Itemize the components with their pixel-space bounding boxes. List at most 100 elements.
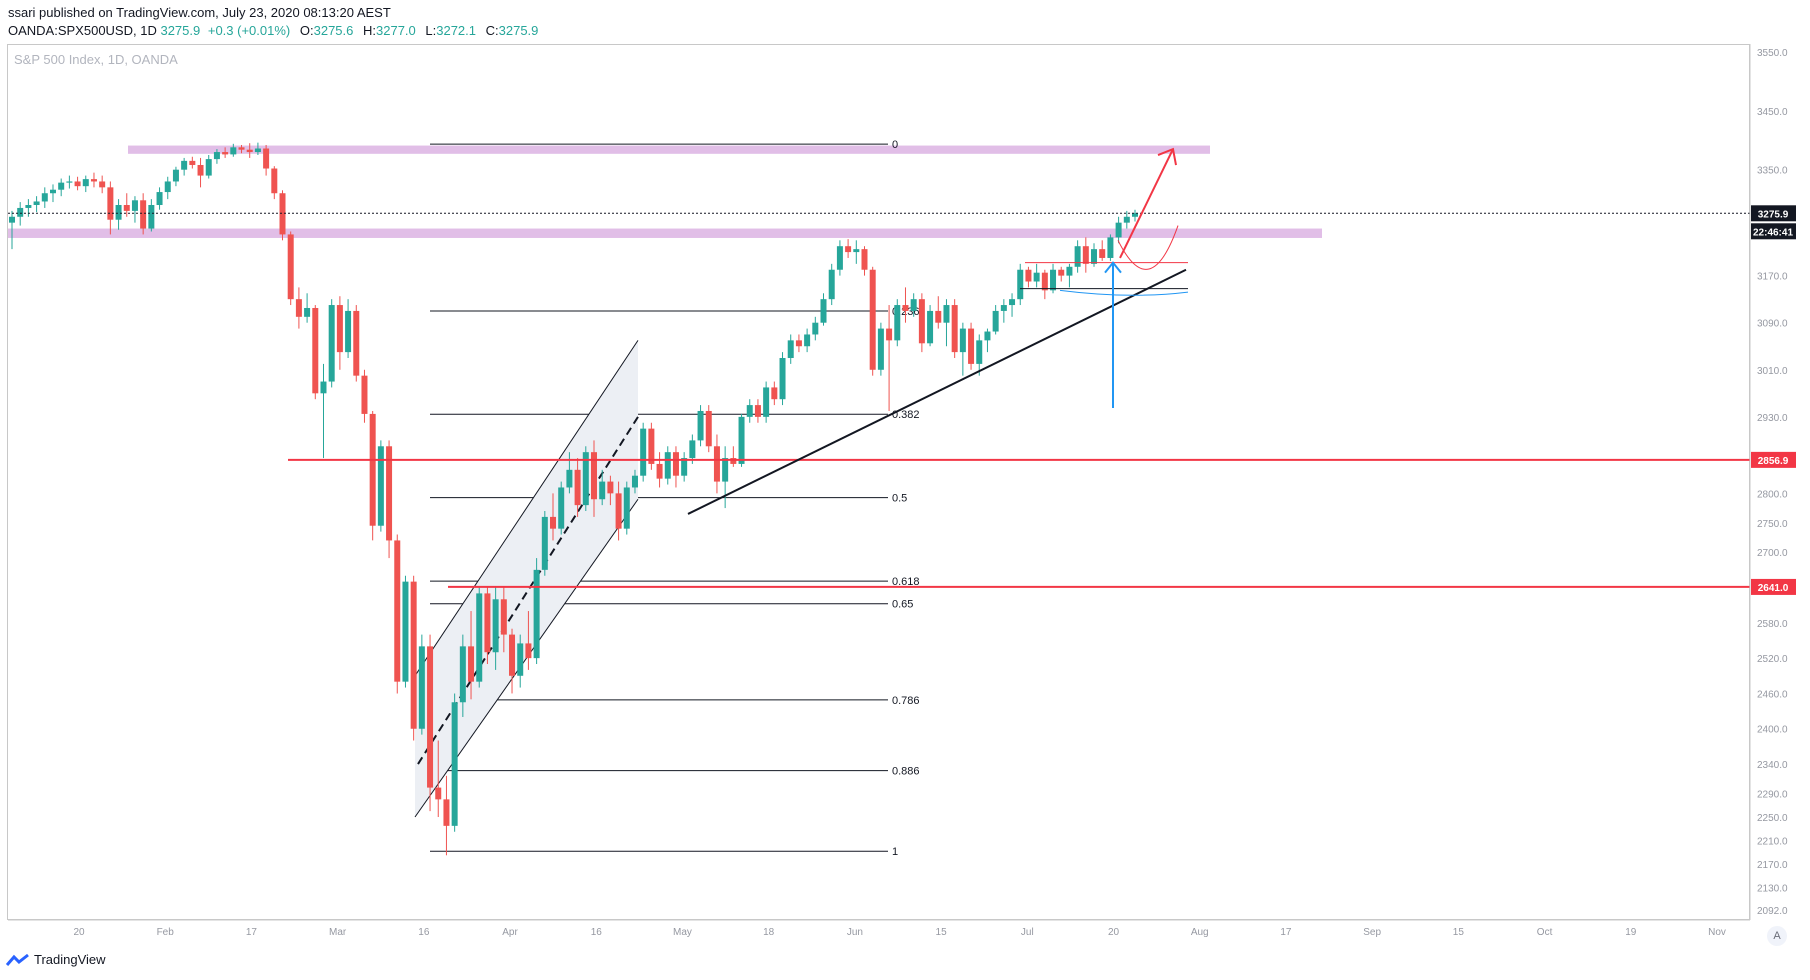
price-axis-label: 22:46:41	[1753, 227, 1793, 238]
tradingview-logo[interactable]: TradingView	[6, 952, 106, 967]
candle-body	[435, 787, 442, 800]
candle-body	[779, 358, 786, 400]
candle-body	[156, 192, 163, 206]
candle-body	[828, 269, 835, 300]
candle-body	[861, 249, 868, 270]
candle-body	[500, 599, 507, 635]
candle-body	[41, 193, 48, 202]
candle-body	[1082, 246, 1089, 264]
candle-body	[312, 307, 319, 394]
candle-body	[1025, 269, 1032, 282]
candle-body	[58, 182, 65, 190]
candle-body	[935, 310, 942, 323]
auto-scale-button[interactable]: A	[1767, 926, 1787, 946]
candle-body	[812, 322, 819, 335]
candle-body	[295, 299, 302, 317]
candle-body	[418, 646, 425, 729]
candle-body	[254, 148, 261, 153]
candle-body	[304, 307, 311, 317]
candle-body	[615, 493, 622, 529]
price-tick-label: 3090.0	[1757, 319, 1788, 330]
target-arrowhead	[1157, 147, 1177, 166]
candle-body	[33, 201, 40, 206]
tradingview-logo-icon	[6, 953, 29, 966]
time-tick-label: Oct	[1537, 927, 1553, 938]
candle-body	[246, 149, 253, 153]
candle-body	[713, 446, 720, 482]
candle-body	[238, 147, 245, 150]
candle-body	[525, 643, 532, 659]
candle-body	[443, 799, 450, 826]
candle-body	[263, 148, 270, 169]
candle-body	[197, 164, 204, 176]
candle-body	[459, 646, 466, 703]
channel-fill	[415, 340, 638, 818]
symbol-line: OANDA:SPX500USD, 1D	[8, 23, 157, 38]
price-tick-label: 2400.0	[1757, 725, 1788, 736]
close-label: C:	[485, 23, 499, 38]
price-tick-label: 2700.0	[1757, 548, 1788, 559]
candle-body	[959, 328, 966, 353]
time-tick-label: Jul	[1021, 927, 1034, 938]
chart-watermark: S&P 500 Index, 1D, OANDA	[14, 52, 178, 67]
candle-body	[9, 216, 15, 223]
candle-body	[1058, 269, 1065, 276]
price-tick-label: 2290.0	[1757, 789, 1788, 800]
candle-body	[599, 481, 606, 500]
candle-body	[992, 310, 999, 332]
price-tick-label: 2930.0	[1757, 413, 1788, 424]
candle-body	[730, 458, 737, 464]
price-axis-label-bg	[1751, 223, 1796, 240]
time-tick-label: 17	[1280, 927, 1292, 938]
candle-body	[99, 181, 106, 188]
candle-body	[558, 487, 565, 529]
candle-body	[17, 207, 24, 217]
low-label: L:	[425, 23, 437, 38]
price-tick-label: 2092.0	[1757, 906, 1788, 917]
price-tick-label: 3550.0	[1757, 48, 1788, 59]
time-tick-label: Jun	[847, 927, 863, 938]
candle-body	[131, 200, 138, 211]
resistance-zone	[8, 228, 1322, 238]
candle-body	[533, 569, 540, 659]
candle-body	[336, 305, 343, 353]
price-tick-label: 3170.0	[1757, 272, 1788, 283]
price-tick-label: 2460.0	[1757, 689, 1788, 700]
candle-body	[672, 452, 679, 476]
price-tick-label: 2250.0	[1757, 813, 1788, 824]
fib-level-label: 0.382	[892, 409, 920, 421]
candle-body	[484, 593, 491, 653]
candle-body	[1017, 269, 1024, 300]
time-tick-label: 17	[246, 927, 258, 938]
price-axis-label: 2856.9	[1758, 456, 1789, 467]
candle-body	[869, 269, 876, 370]
support-trendline	[687, 268, 1187, 515]
candle-body	[386, 446, 393, 541]
price-tick-label: 2210.0	[1757, 837, 1788, 848]
candle-body	[1074, 246, 1081, 267]
candle-body	[123, 205, 130, 211]
candle-body	[795, 340, 802, 347]
candle-body	[853, 249, 860, 253]
candle-body	[681, 458, 688, 476]
candle-body	[1107, 237, 1114, 258]
candle-body	[607, 481, 614, 494]
candle-body	[623, 487, 630, 529]
candle-body	[1009, 299, 1016, 306]
candle-body	[705, 410, 712, 447]
candle-body	[90, 179, 97, 182]
candle-body	[984, 331, 991, 341]
candle-body	[271, 168, 278, 194]
price-tick-label: 2520.0	[1757, 654, 1788, 665]
candle-body	[836, 246, 843, 270]
candle-body	[353, 310, 360, 376]
candle-body	[172, 169, 179, 182]
candle-body	[877, 328, 884, 370]
channel-upper-line	[414, 340, 639, 677]
target-arrow-line	[1119, 148, 1174, 259]
candle-body	[82, 179, 89, 187]
candle-body	[845, 246, 852, 253]
price-tick-label: 3010.0	[1757, 366, 1788, 377]
candle-body	[1066, 266, 1073, 276]
